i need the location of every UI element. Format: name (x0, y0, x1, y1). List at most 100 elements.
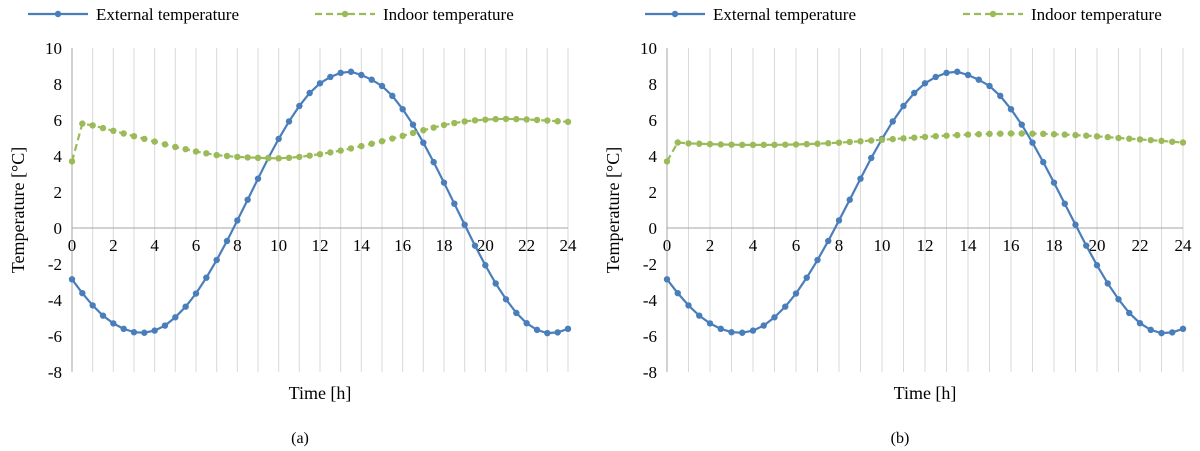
data-point (254, 154, 262, 161)
x-axis-title: Time [h] (894, 383, 957, 403)
data-point (161, 141, 169, 148)
y-tick-label: 10 (640, 39, 657, 58)
data-point (440, 179, 448, 186)
data-point (68, 276, 76, 283)
data-point (1050, 179, 1058, 186)
data-point (285, 118, 293, 125)
x-tick-label: 10 (270, 236, 287, 255)
data-point (120, 325, 127, 332)
legend-marker (671, 10, 679, 18)
data-point (1083, 132, 1090, 139)
data-point (399, 106, 406, 113)
data-point (1040, 158, 1047, 166)
data-point (502, 115, 510, 123)
data-point (706, 320, 714, 327)
data-point (1115, 134, 1122, 142)
data-point (1083, 242, 1090, 249)
y-tick-label: -2 (643, 255, 657, 274)
data-point (1093, 133, 1101, 140)
y-tick-label: 8 (54, 75, 63, 94)
data-point (161, 322, 169, 329)
data-point (440, 121, 448, 129)
series-external (663, 68, 1187, 337)
data-point (213, 256, 220, 264)
data-point (492, 115, 499, 123)
data-point (846, 196, 853, 203)
data-point (368, 140, 375, 147)
data-point (728, 141, 735, 148)
data-point (110, 127, 117, 134)
data-point (749, 141, 757, 149)
data-point (997, 130, 1004, 137)
y-tick-label: -8 (48, 363, 62, 382)
data-point (223, 237, 231, 245)
data-point (706, 140, 714, 148)
data-point (814, 256, 821, 264)
data-point (835, 139, 843, 146)
x-tick-label: 8 (835, 236, 844, 255)
x-tick-label: 24 (1175, 236, 1193, 255)
data-point (739, 329, 746, 336)
x-tick-label: 20 (1089, 236, 1106, 255)
data-point (1093, 262, 1101, 269)
legend-external-label: External temperature (713, 5, 856, 24)
data-point (1147, 136, 1154, 144)
data-point (482, 262, 489, 269)
data-point (482, 116, 489, 123)
data-point (1072, 221, 1079, 228)
data-point (234, 217, 241, 224)
data-point (932, 73, 939, 81)
data-point (997, 92, 1004, 100)
data-point (275, 155, 282, 162)
data-point (409, 129, 417, 137)
grid-lines (666, 48, 1184, 372)
data-point (337, 147, 344, 154)
data-point (203, 150, 210, 157)
data-point (554, 118, 561, 125)
x-axis-title: Time [h] (289, 383, 352, 403)
data-point (461, 118, 468, 125)
data-point (79, 289, 86, 297)
x-tick-label: 0 (68, 236, 77, 255)
data-point (878, 136, 886, 143)
data-point (803, 140, 810, 148)
data-point (1179, 139, 1187, 146)
data-point (889, 118, 896, 125)
data-point (846, 138, 853, 146)
data-point (130, 329, 138, 336)
x-tick-label: 16 (394, 236, 411, 255)
data-point (451, 200, 458, 207)
x-tick-label: 2 (706, 236, 715, 255)
x-tick-label: 4 (150, 236, 159, 255)
data-point (223, 152, 231, 160)
data-point (1061, 200, 1068, 207)
data-point (868, 137, 875, 144)
data-point (911, 134, 918, 141)
chart-panel-a: 10 8 6 4 2 0 -2 -4 -6 -8 0 2 4 6 8 10 12 14 16 18 20 22 24 Time… (8, 5, 578, 447)
data-point (814, 140, 821, 147)
data-point (889, 135, 896, 143)
x-tick-label: 0 (663, 236, 672, 255)
data-point (1104, 133, 1111, 141)
legend: External temperature Indoor temperature (28, 5, 514, 24)
data-point (975, 131, 982, 138)
y-tick-label: 2 (649, 183, 658, 202)
data-point (337, 69, 344, 77)
data-point (1061, 131, 1068, 138)
x-tick-label: 22 (518, 236, 535, 255)
data-point (771, 314, 778, 321)
y-tick-label: 4 (649, 147, 658, 166)
data-point (471, 242, 479, 249)
data-point (244, 154, 251, 161)
data-point (89, 302, 96, 309)
x-tick-label: 24 (560, 236, 578, 255)
data-point (1179, 325, 1187, 332)
series-indoor (663, 130, 1187, 165)
data-point (1040, 130, 1047, 138)
y-tick-label: -6 (643, 327, 657, 346)
data-point (234, 153, 241, 161)
data-point (564, 118, 572, 126)
data-point (192, 290, 200, 297)
